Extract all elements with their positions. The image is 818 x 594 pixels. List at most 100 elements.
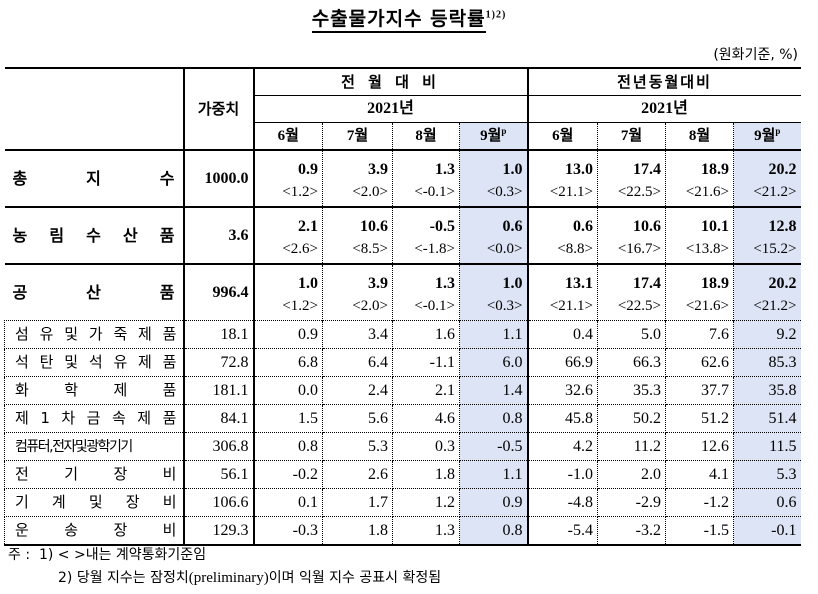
mom-cell: 3.9 <2.0>	[322, 264, 393, 321]
local-currency-rate: 10.6	[633, 218, 661, 235]
yoy-cell: 20.2 <21.2>	[733, 150, 801, 208]
header-blank	[4, 67, 185, 151]
row-label-char: 1	[40, 409, 50, 427]
row-label-char: 비	[162, 465, 177, 483]
yoy-cell: 0.6	[733, 488, 801, 517]
mom-cell: 0.8	[459, 516, 529, 546]
contract-currency-rate: <2.0>	[352, 298, 388, 314]
row-label-char: 장	[113, 521, 128, 539]
mom-cell: -0.2	[253, 460, 323, 489]
mom-cell: 1.0 <0.3>	[459, 264, 529, 321]
yoy-cell: 51.4	[733, 404, 801, 433]
footnote-2-part-b: (preliminary)	[188, 570, 269, 586]
mom-cell: -1.1	[392, 348, 460, 377]
mom-cell: 5.6	[322, 404, 393, 433]
row-label-char: 총	[12, 168, 28, 188]
contract-currency-rate: <16.7>	[617, 241, 661, 257]
mom-group-header: 전 월 대 비	[253, 67, 529, 96]
local-currency-rate: 18.9	[701, 161, 729, 178]
local-currency-rate: -0.5	[429, 218, 455, 235]
weight-value: 106.6	[183, 488, 255, 517]
local-currency-rate: 1.0	[502, 275, 523, 292]
contract-currency-rate: <22.5>	[617, 298, 661, 314]
mom-cell: 2.1 <2.6>	[253, 207, 323, 265]
row-label-char: 산	[86, 282, 101, 302]
contract-currency-rate: <-0.1>	[414, 184, 455, 200]
row-label-char: 장	[125, 493, 140, 511]
mom-cell: -0.3	[253, 516, 323, 546]
row-label-char: 섬	[15, 325, 29, 343]
row-label-char: 비	[162, 493, 177, 511]
contract-currency-rate: <8.5>	[352, 241, 388, 257]
row-label-char: 수	[159, 168, 175, 188]
contract-currency-rate: <2.0>	[352, 184, 388, 200]
local-currency-rate: 3.9	[368, 275, 388, 292]
yoy-cell: 66.9	[527, 348, 598, 377]
table-row-major: 총 지 수 1000.0 0.9 <1.2> 3.9 <2.0> 1.3 <-0.1> 1.0 <0.…	[4, 150, 801, 208]
month-label: 7월	[620, 127, 643, 144]
contract-currency-rate: <22.5>	[617, 184, 661, 200]
contract-currency-rate: <21.6>	[685, 298, 729, 314]
mom-cell: 1.0 <0.3>	[459, 150, 529, 208]
mom-cell: 1.3 <-0.1>	[392, 264, 460, 321]
yoy-cell: 7.6	[665, 320, 734, 349]
yoy-cell: 85.3	[733, 348, 801, 377]
row-label-char: 품	[159, 282, 175, 302]
yoy-cell: -2.9	[597, 488, 666, 517]
contract-currency-rate: <21.1>	[549, 184, 593, 200]
yoy-cell: 12.8 <15.2>	[733, 207, 801, 265]
row-label-char: 유	[39, 325, 54, 343]
yoy-cell: -1.5	[665, 516, 734, 546]
yoy-cell: 50.2	[597, 404, 666, 433]
row-label-char: 및	[88, 493, 103, 511]
local-currency-rate: 13.1	[565, 275, 593, 292]
weight-value: 72.8	[183, 348, 255, 377]
footnote-2: 2) 당월 지수는 잠정치(preliminary)이며 익월 지수 공표시 확…	[8, 567, 441, 590]
mom-cell: 1.8	[322, 516, 393, 546]
header-row-group: 가중치 전 월 대 비 전년동월대비	[4, 67, 801, 151]
yoy-cell: 13.0 <21.1>	[527, 150, 598, 208]
local-currency-rate: 20.2	[768, 275, 797, 292]
row-label-char: 농	[12, 225, 28, 245]
preliminary-mark: p	[775, 125, 781, 136]
contract-currency-rate: <1.2>	[282, 184, 318, 200]
row-label-char: 비	[162, 521, 177, 539]
mom-cell: 1.0 <1.2>	[253, 264, 323, 321]
row-label-char: 공	[12, 282, 28, 302]
row-label-char: 제	[137, 409, 152, 427]
contract-currency-rate: <-0.1>	[414, 298, 455, 314]
weight-value: 306.8	[183, 432, 255, 461]
row-label-char: 품	[162, 353, 177, 371]
mom-cell: 0.6 <0.0>	[459, 207, 529, 265]
yoy-cell: 37.7	[665, 376, 734, 405]
table-row-sub: 전 기 장 비 56.1 -0.2 2.6 1.8 1.1 -1.0 2.0 4.1 5.3	[4, 460, 801, 489]
row-label-char: 제	[138, 353, 152, 371]
month-label: 6월	[552, 127, 574, 144]
yoy-cell: 51.2	[665, 404, 734, 433]
local-currency-rate: 17.4	[633, 275, 661, 292]
yoy-cell: 18.9 <21.6>	[665, 150, 734, 208]
month-label: 6월	[277, 127, 299, 144]
contract-currency-rate: <0.0>	[486, 241, 523, 257]
row-label-char: 제	[15, 409, 29, 427]
weight-value: 1000.0	[183, 150, 255, 208]
local-currency-rate: 1.3	[435, 161, 455, 178]
footnotes: 주 : 1) < >내는 계약통화기준임 2) 당월 지수는 잠정치(preli…	[8, 544, 441, 590]
header-row-year: 2021년 2021년	[5, 95, 801, 123]
row-label-char: 품	[159, 225, 175, 245]
row-label-char: 속	[111, 409, 126, 427]
row-label-char: 석	[15, 353, 29, 371]
yoy-cell: 11.2	[597, 432, 666, 461]
yoy-cell: 0.4	[527, 320, 598, 349]
sub-row-label: 컴퓨터,전자및광학기기	[4, 432, 185, 461]
table-row-sub: 운 송 장 비 129.3 -0.3 1.8 1.3 0.8 -5.4 -3.2 -1.5 -0.1	[4, 516, 801, 546]
mom-cell: 6.8	[253, 348, 323, 377]
mom-cell: 1.8	[392, 460, 460, 489]
weight-value: 129.3	[183, 516, 255, 546]
weight-value: 181.1	[183, 376, 255, 405]
header-row-months: 6월 7월 8월 9월p 6월 7월 8월 9월p	[5, 122, 801, 151]
